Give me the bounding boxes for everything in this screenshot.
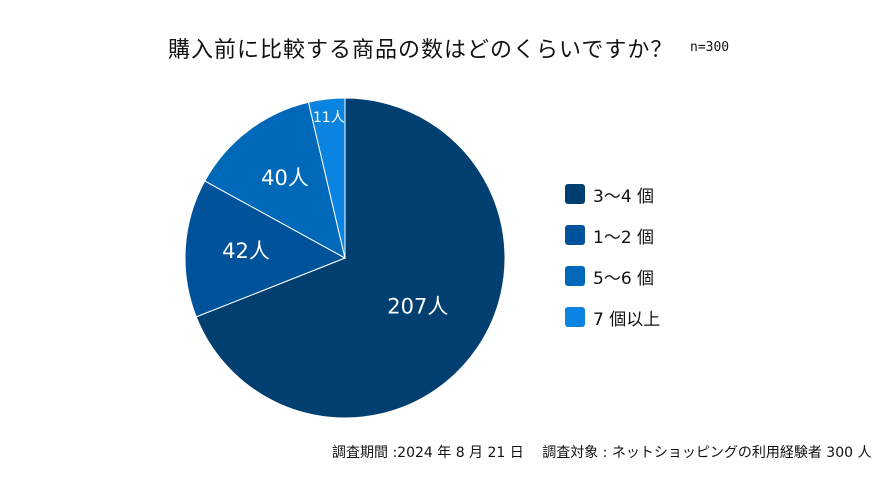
pie-slice bbox=[195, 97, 506, 419]
data-label: 40人 bbox=[261, 166, 309, 190]
chart-title: 購入前に比較する商品の数はどのくらいですか？ bbox=[168, 38, 674, 63]
legend-swatch bbox=[565, 225, 585, 245]
legend-label: 7 個以上 bbox=[593, 309, 661, 330]
legend-label: 3～4 個 bbox=[593, 186, 655, 207]
data-label: 207人 bbox=[387, 294, 448, 318]
pie-slice bbox=[307, 97, 346, 259]
pie-slice bbox=[204, 101, 346, 259]
legend-item: 3～4 個 bbox=[565, 180, 660, 208]
legend-swatch bbox=[565, 307, 585, 327]
sample-size: n=300 bbox=[690, 40, 730, 55]
legend-item: 1～2 個 bbox=[565, 221, 660, 249]
legend-item: 5～6 個 bbox=[565, 262, 660, 290]
legend: 3～4 個 1～2 個 5～6 個 7 個以上 bbox=[565, 180, 660, 344]
legend-label: 1～2 個 bbox=[593, 227, 655, 248]
legend-label: 5～6 個 bbox=[593, 268, 655, 289]
legend-swatch bbox=[565, 266, 585, 286]
legend-item: 7 個以上 bbox=[565, 303, 660, 331]
survey-footnote: 調査期間 :2024 年 8 月 21 日 調査対象 : ネットショッピングの利… bbox=[332, 445, 872, 461]
pie-slice bbox=[184, 180, 347, 318]
legend-swatch bbox=[565, 184, 585, 204]
data-label: 42人 bbox=[222, 239, 270, 263]
data-label: 11人 bbox=[313, 110, 345, 126]
